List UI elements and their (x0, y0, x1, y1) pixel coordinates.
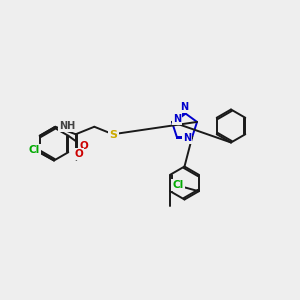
Text: NH: NH (59, 121, 75, 130)
Text: O: O (74, 149, 83, 159)
Text: Cl: Cl (172, 180, 184, 190)
Text: S: S (110, 130, 118, 140)
Text: N: N (173, 114, 181, 124)
Text: O: O (80, 141, 88, 151)
Text: N: N (180, 102, 189, 112)
Text: N: N (183, 133, 191, 143)
Text: Cl: Cl (28, 145, 40, 155)
